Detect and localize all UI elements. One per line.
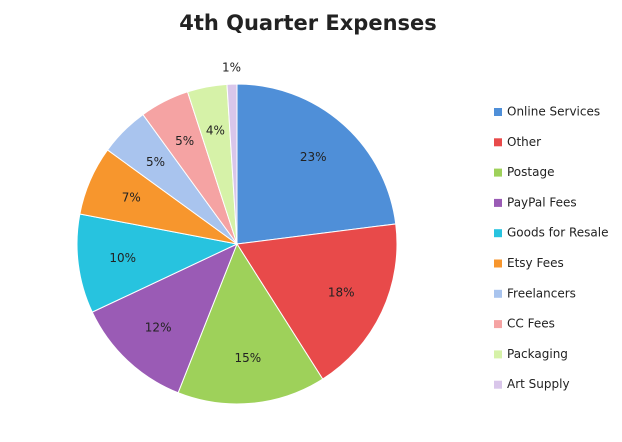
pie-slice bbox=[226, 83, 238, 245]
legend-swatch bbox=[494, 320, 502, 329]
legend-swatch bbox=[494, 108, 502, 116]
pie-slice bbox=[91, 243, 238, 394]
legend-label: PayPal Fees bbox=[507, 195, 577, 209]
legend-swatch bbox=[494, 138, 502, 147]
chart-title: 4th Quarter Expenses bbox=[179, 11, 437, 35]
pie-slice bbox=[76, 213, 239, 313]
legend-label: Art Supply bbox=[507, 377, 570, 391]
legend-label: Postage bbox=[507, 165, 554, 179]
legend-label: Goods for Resale bbox=[507, 226, 608, 240]
pie-slice bbox=[236, 83, 397, 245]
legend-swatch bbox=[494, 168, 502, 177]
legend-swatch bbox=[494, 259, 502, 268]
pie-slice bbox=[236, 223, 398, 380]
data-label: 12% bbox=[145, 320, 172, 334]
data-label: 23% bbox=[300, 150, 327, 164]
legend-label: Etsy Fees bbox=[507, 256, 564, 270]
legend-swatch bbox=[494, 198, 502, 207]
legend-swatch bbox=[494, 289, 502, 298]
legend-label: Online Services bbox=[507, 105, 600, 119]
legend-swatch bbox=[494, 350, 502, 359]
data-label: 10% bbox=[109, 251, 136, 265]
legend-label: CC Fees bbox=[507, 317, 555, 331]
data-label: 1% bbox=[222, 61, 241, 75]
legend-label: Packaging bbox=[507, 347, 568, 361]
legend-swatch bbox=[494, 229, 502, 238]
legend-label: Freelancers bbox=[507, 286, 576, 300]
data-label: 5% bbox=[175, 134, 194, 148]
data-label: 7% bbox=[122, 191, 141, 205]
data-label: 4% bbox=[206, 123, 225, 137]
legend-swatch bbox=[494, 380, 502, 389]
data-label: 18% bbox=[328, 286, 355, 300]
data-label: 5% bbox=[146, 155, 165, 169]
data-label: 15% bbox=[235, 351, 262, 365]
legend-label: Other bbox=[507, 135, 541, 149]
pie-slice bbox=[177, 242, 324, 405]
